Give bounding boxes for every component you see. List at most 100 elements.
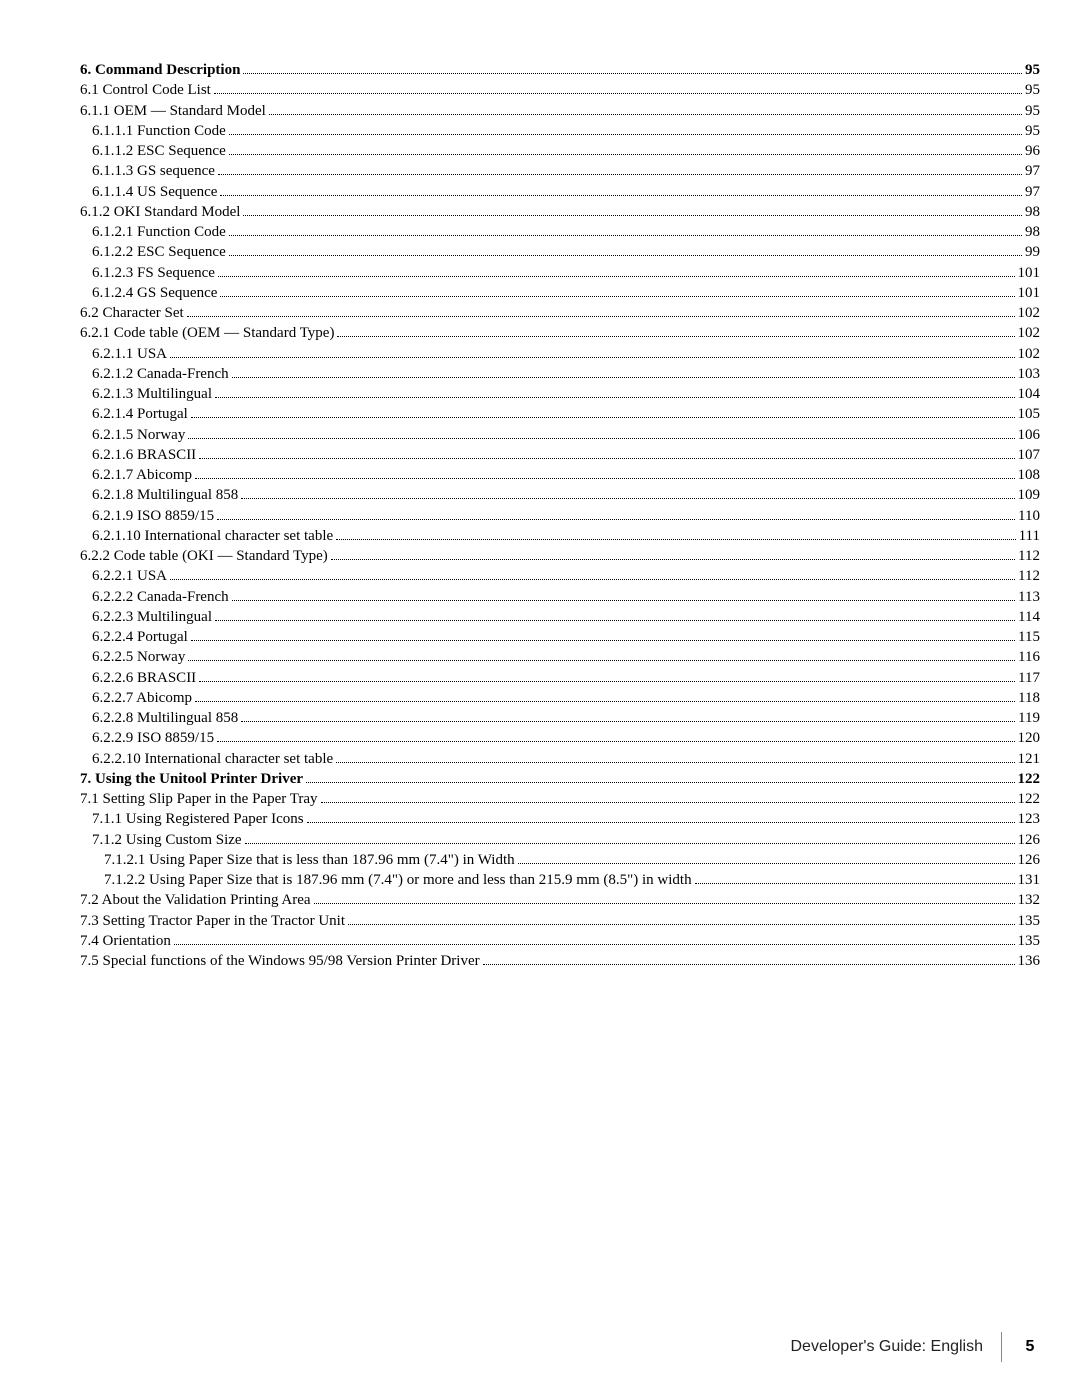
toc-entry[interactable]: 6.2.2.8 Multilingual 858119 — [80, 708, 1040, 728]
toc-entry[interactable]: 6.1.2.3 FS Sequence101 — [80, 263, 1040, 283]
toc-leader-dots — [232, 589, 1015, 601]
toc-label: 7.5 Special functions of the Windows 95/… — [80, 951, 480, 971]
toc-page: 111 — [1019, 526, 1040, 546]
toc-entry[interactable]: 6.1.2.4 GS Sequence101 — [80, 283, 1040, 303]
toc-entry[interactable]: 6.2.1.4 Portugal105 — [80, 404, 1040, 424]
toc-leader-dots — [518, 852, 1015, 864]
toc-leader-dots — [215, 386, 1015, 398]
toc-page: 102 — [1018, 303, 1041, 323]
toc-label: 6.1.2.4 GS Sequence — [92, 283, 217, 303]
toc-leader-dots — [229, 224, 1022, 236]
toc-page: 104 — [1018, 384, 1041, 404]
toc-label: 6.2.1.5 Norway — [92, 425, 185, 445]
toc-entry[interactable]: 6.2.2.2 Canada-French113 — [80, 587, 1040, 607]
toc-leader-dots — [229, 143, 1022, 155]
toc-entry[interactable]: 7.5 Special functions of the Windows 95/… — [80, 951, 1040, 971]
toc-entry[interactable]: 6.1.1.1 Function Code95 — [80, 121, 1040, 141]
toc-label: 6.1.2.3 FS Sequence — [92, 263, 215, 283]
toc-entry[interactable]: 6.2.1.9 ISO 8859/15110 — [80, 506, 1040, 526]
toc-entry[interactable]: 7.2 About the Validation Printing Area13… — [80, 890, 1040, 910]
toc-entry[interactable]: 6.2.1.5 Norway 106 — [80, 425, 1040, 445]
toc-entry[interactable]: 6.1.2.1 Function Code98 — [80, 222, 1040, 242]
toc-entry[interactable]: 7.1.1 Using Registered Paper Icons123 — [80, 809, 1040, 829]
toc-page: 136 — [1018, 951, 1041, 971]
toc-page: 97 — [1025, 182, 1040, 202]
toc-label: 6.1.1.2 ESC Sequence — [92, 141, 226, 161]
toc-entry[interactable]: 6.2.2.1 USA112 — [80, 566, 1040, 586]
toc-label: 6.2.2.6 BRASCII — [92, 668, 196, 688]
toc-entry[interactable]: 7.1.2.1 Using Paper Size that is less th… — [80, 850, 1040, 870]
toc-label: 6.2.1.4 Portugal — [92, 404, 188, 424]
toc-label: 6.2.2.4 Portugal — [92, 627, 188, 647]
toc-entry[interactable]: 7.1.2 Using Custom Size126 — [80, 830, 1040, 850]
toc-leader-dots — [218, 265, 1015, 277]
toc-entry[interactable]: 6.2.2.5 Norway116 — [80, 647, 1040, 667]
toc-label: 6.2.2.10 International character set tab… — [92, 749, 333, 769]
toc-leader-dots — [199, 670, 1015, 682]
toc-entry[interactable]: 6.1.2.2 ESC Sequence99 — [80, 242, 1040, 262]
toc-label: 6.2.2.8 Multilingual 858 — [92, 708, 238, 728]
toc-leader-dots — [188, 649, 1015, 661]
toc-label: 7.3 Setting Tractor Paper in the Tractor… — [80, 911, 345, 931]
toc-entry[interactable]: 6.1 Control Code List95 — [80, 80, 1040, 100]
toc-entry[interactable]: 6.2.2.3 Multilingual 114 — [80, 607, 1040, 627]
toc-page: 122 — [1018, 769, 1041, 789]
toc-leader-dots — [174, 933, 1015, 945]
toc-entry[interactable]: 7.4 Orientation135 — [80, 931, 1040, 951]
toc-entry[interactable]: 7.1.2.2 Using Paper Size that is 187.96 … — [80, 870, 1040, 890]
toc-leader-dots — [215, 609, 1015, 621]
toc-leader-dots — [191, 406, 1015, 418]
toc-entry[interactable]: 7.3 Setting Tractor Paper in the Tractor… — [80, 911, 1040, 931]
toc-leader-dots — [336, 528, 1015, 540]
toc-entry[interactable]: 6.2.2.9 ISO 8859/15120 — [80, 728, 1040, 748]
toc-label: 6.2.2.9 ISO 8859/15 — [92, 728, 214, 748]
toc-label: 6.1.2.1 Function Code — [92, 222, 226, 242]
toc-entry[interactable]: 7. Using the Unitool Printer Driver122 — [80, 769, 1040, 789]
toc-entry[interactable]: 7.1 Setting Slip Paper in the Paper Tray… — [80, 789, 1040, 809]
toc-entry[interactable]: 6.2.2 Code table (OKI — Standard Type)11… — [80, 546, 1040, 566]
toc-leader-dots — [218, 163, 1022, 175]
toc-leader-dots — [229, 244, 1022, 256]
toc-label: 6.1.1.3 GS sequence — [92, 161, 215, 181]
toc-entry[interactable]: 6.1.1 OEM — Standard Model95 — [80, 101, 1040, 121]
toc-label: 6.2.2.3 Multilingual — [92, 607, 212, 627]
toc-label: 6.1 Control Code List — [80, 80, 211, 100]
toc-leader-dots — [695, 872, 1015, 884]
toc-leader-dots — [307, 811, 1015, 823]
toc-leader-dots — [220, 184, 1022, 196]
toc-entry[interactable]: 6.2.2.10 International character set tab… — [80, 749, 1040, 769]
toc-entry[interactable]: 6.2.2.7 Abicomp118 — [80, 688, 1040, 708]
toc-entry[interactable]: 6.2.2.4 Portugal115 — [80, 627, 1040, 647]
table-of-contents: 6. Command Description956.1 Control Code… — [80, 60, 1040, 971]
toc-label: 7.1.1 Using Registered Paper Icons — [92, 809, 304, 829]
toc-entry[interactable]: 6.2.1.7 Abicomp 108 — [80, 465, 1040, 485]
toc-leader-dots — [217, 730, 1014, 742]
toc-page: 95 — [1025, 101, 1040, 121]
toc-entry[interactable]: 6.2.1 Code table (OEM — Standard Type)10… — [80, 323, 1040, 343]
toc-entry[interactable]: 6.1.1.2 ESC Sequence96 — [80, 141, 1040, 161]
toc-label: 6.2.1 Code table (OEM — Standard Type) — [80, 323, 334, 343]
toc-entry[interactable]: 6.2.1.6 BRASCII107 — [80, 445, 1040, 465]
toc-page: 117 — [1018, 668, 1040, 688]
toc-leader-dots — [188, 427, 1014, 439]
toc-entry[interactable]: 6. Command Description95 — [80, 60, 1040, 80]
toc-entry[interactable]: 6.2.1.10 International character set tab… — [80, 526, 1040, 546]
toc-entry[interactable]: 6.2 Character Set102 — [80, 303, 1040, 323]
toc-label: 6.2.1.7 Abicomp — [92, 465, 192, 485]
toc-page: 112 — [1018, 566, 1040, 586]
toc-leader-dots — [241, 487, 1014, 499]
toc-entry[interactable]: 6.1.2 OKI Standard Model98 — [80, 202, 1040, 222]
toc-entry[interactable]: 6.2.1.2 Canada-French103 — [80, 364, 1040, 384]
toc-entry[interactable]: 6.2.1.1 USA102 — [80, 344, 1040, 364]
toc-label: 7.1.2.1 Using Paper Size that is less th… — [104, 850, 515, 870]
toc-page: 108 — [1018, 465, 1041, 485]
toc-page: 106 — [1018, 425, 1041, 445]
toc-entry[interactable]: 6.2.1.8 Multilingual 858109 — [80, 485, 1040, 505]
toc-leader-dots — [483, 953, 1015, 965]
toc-entry[interactable]: 6.1.1.3 GS sequence97 — [80, 161, 1040, 181]
toc-page: 110 — [1018, 506, 1040, 526]
toc-entry[interactable]: 6.2.2.6 BRASCII 117 — [80, 668, 1040, 688]
toc-entry[interactable]: 6.2.1.3 Multilingual104 — [80, 384, 1040, 404]
toc-page: 114 — [1018, 607, 1040, 627]
toc-entry[interactable]: 6.1.1.4 US Sequence97 — [80, 182, 1040, 202]
